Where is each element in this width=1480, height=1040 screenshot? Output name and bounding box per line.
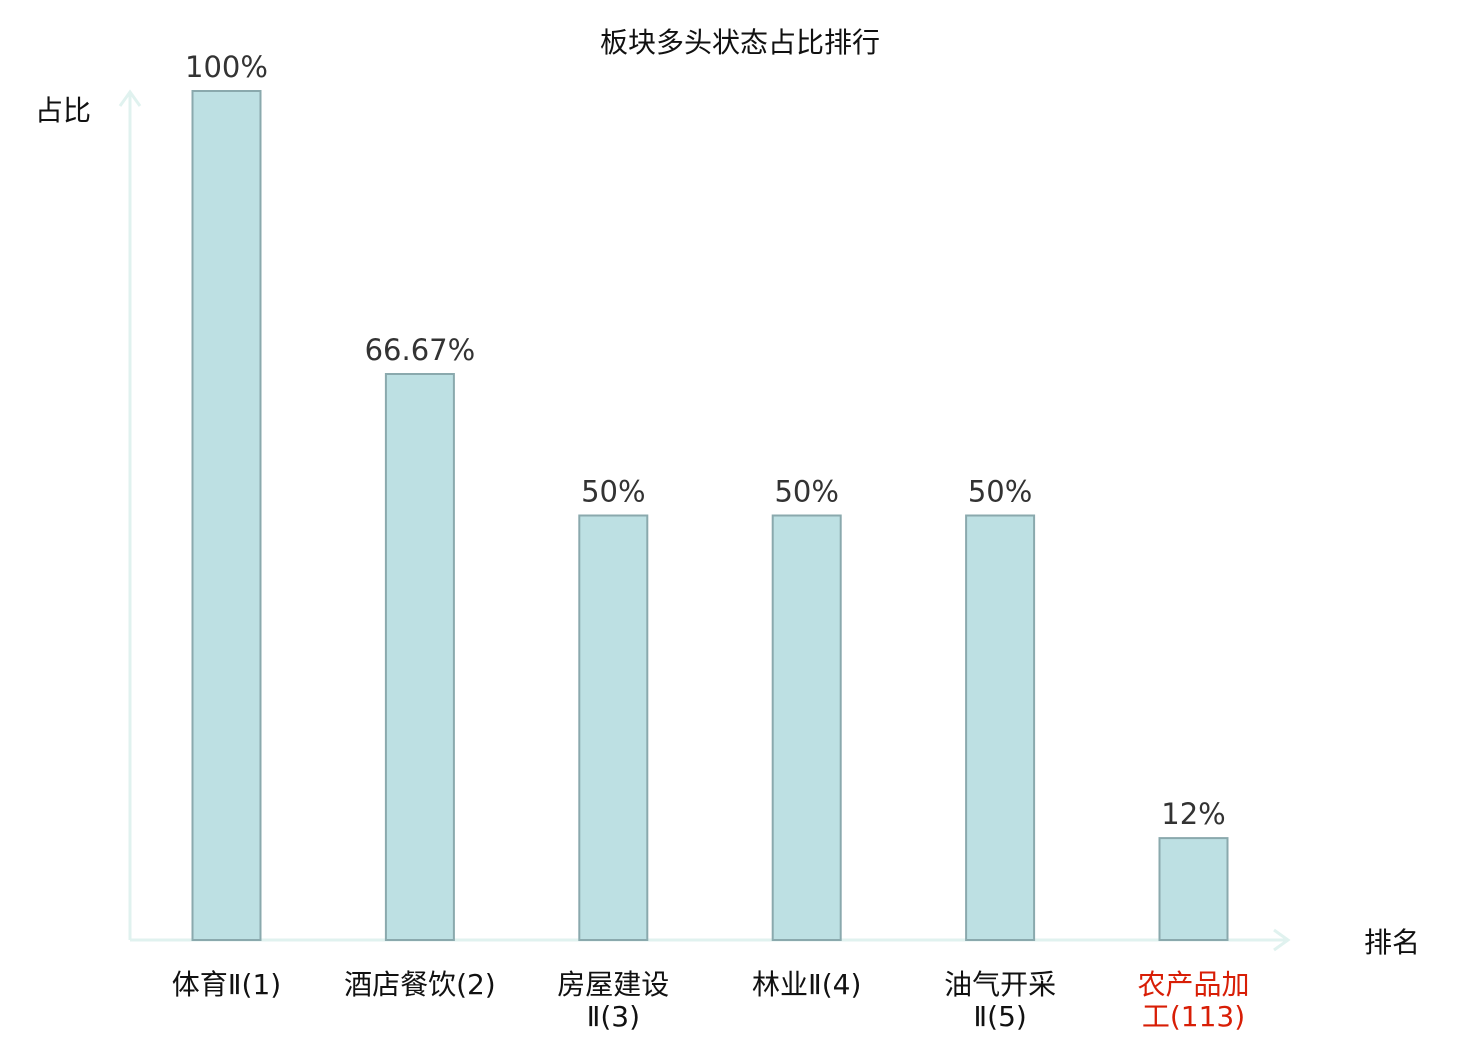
category-label-1-line-1: 体育Ⅱ(1) [172, 968, 281, 1001]
category-label-6: 农产品加工(113) [1137, 968, 1249, 1033]
category-label-2: 酒店餐饮(2) [344, 968, 496, 1001]
axes [118, 89, 1291, 952]
bar-2 [384, 373, 455, 941]
category-label-5-line-1: 油气开采 [944, 968, 1056, 1001]
value-label-3: 50% [581, 475, 645, 509]
value-label-6: 12% [1161, 797, 1225, 831]
bar-3 [578, 514, 649, 941]
value-label-2: 66.67% [365, 333, 476, 367]
category-label-2-line-1: 酒店餐饮(2) [344, 968, 496, 1001]
category-label-5-line-2: Ⅱ(5) [973, 1000, 1026, 1033]
category-label-3-line-1: 房屋建设 [557, 968, 669, 1001]
category-label-6-line-1: 农产品加 [1137, 968, 1249, 1001]
category-label-5: 油气开采 Ⅱ(5) [944, 968, 1056, 1033]
bar-5 [965, 514, 1036, 941]
bar-4 [771, 514, 842, 941]
bar-1 [191, 90, 262, 941]
y-axis-arrow-icon [118, 89, 142, 107]
chart-title: 板块多头状态占比排行 [600, 26, 880, 59]
category-label-1: 体育Ⅱ(1) [172, 968, 281, 1001]
value-label-5: 50% [968, 475, 1032, 509]
category-label-4-line-1: 林业Ⅱ(4) [752, 968, 861, 1001]
category-label-4: 林业Ⅱ(4) [752, 968, 861, 1001]
bars-group [191, 90, 1229, 941]
category-label-3: 房屋建设 Ⅱ(3) [557, 968, 669, 1033]
category-label-3-line-2: Ⅱ(3) [587, 1000, 640, 1033]
x-axis-label: 排名 [1364, 926, 1420, 959]
bar-6 [1158, 837, 1229, 941]
value-labels-group: 100% 66.67% 50% 50% 50% 12% [185, 50, 1226, 831]
value-label-1: 100% [185, 50, 268, 84]
value-label-4: 50% [774, 475, 838, 509]
y-axis-label: 占比 [35, 94, 91, 127]
category-label-6-line-2: 工(113) [1142, 1000, 1245, 1033]
x-axis-arrow-icon [1273, 928, 1291, 952]
category-labels-group: 体育Ⅱ(1) 酒店餐饮(2) 房屋建设 Ⅱ(3) 林业Ⅱ(4) 油气开采 Ⅱ(5) 农产品加工… [172, 968, 1250, 1033]
